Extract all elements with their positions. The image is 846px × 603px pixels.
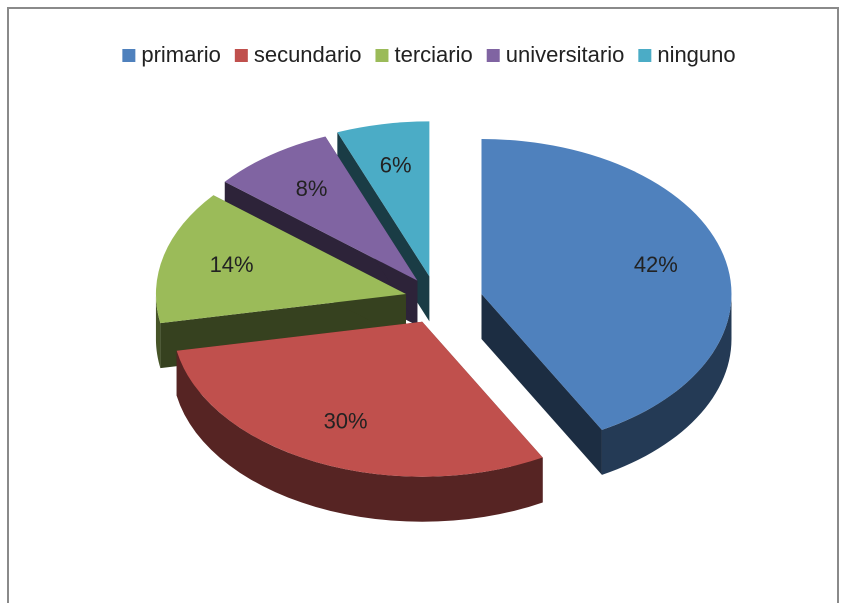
legend-label: primario	[141, 42, 220, 67]
slice-side	[481, 294, 602, 475]
data-label: 42%	[634, 252, 678, 277]
pie: 42% 30% 14% 8% 6%	[155, 121, 732, 522]
legend-marker	[122, 49, 136, 62]
legend-label: secundario	[254, 42, 362, 67]
data-label: 6%	[380, 153, 412, 178]
data-label: 14%	[210, 252, 254, 277]
data-label: 8%	[296, 176, 328, 201]
legend-label: ninguno	[657, 42, 735, 67]
slice-wall	[601, 294, 732, 475]
slice	[224, 136, 418, 281]
slice	[337, 121, 430, 277]
data-label: 30%	[324, 409, 368, 434]
legend-marker	[375, 49, 389, 62]
legend-label: terciario	[394, 42, 472, 67]
legend-label: universitario	[506, 42, 625, 67]
slice-wall	[176, 350, 543, 522]
legend-marker	[486, 49, 500, 62]
slice	[155, 195, 406, 324]
legend: primario secundario terciario universitario…	[122, 42, 736, 67]
legend-marker	[638, 49, 652, 62]
slice	[176, 321, 543, 477]
slice-wall	[155, 294, 161, 369]
slice	[481, 139, 732, 430]
legend-marker	[234, 49, 248, 62]
